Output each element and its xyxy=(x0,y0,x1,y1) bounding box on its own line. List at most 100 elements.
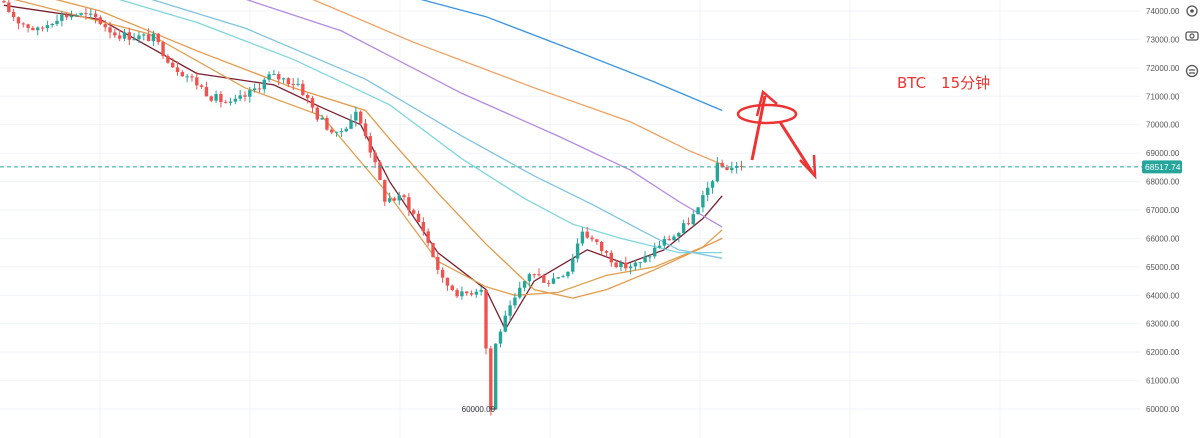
candle-body xyxy=(190,76,194,78)
candle-body xyxy=(358,111,363,124)
down-arrow xyxy=(778,121,814,173)
candle-body xyxy=(522,281,527,288)
candle-body xyxy=(11,11,16,18)
candle-body xyxy=(219,94,223,103)
candle-body xyxy=(648,256,652,258)
candle-body xyxy=(132,39,136,41)
candle-body xyxy=(243,95,247,97)
candle-body xyxy=(595,239,599,242)
candle-body xyxy=(720,163,724,168)
annotations: BTC 15分钟 xyxy=(736,74,990,180)
candle-body xyxy=(484,289,488,349)
candle-body xyxy=(638,262,642,264)
candle-body xyxy=(204,86,209,97)
candle-body xyxy=(248,90,252,97)
candle-body xyxy=(98,17,103,25)
candle-body xyxy=(31,27,35,31)
candle-body xyxy=(416,213,421,223)
moving-average-line xyxy=(420,0,723,112)
candle-body xyxy=(344,128,348,132)
y-tick-label: 72000.00 xyxy=(1146,64,1180,73)
candle-body xyxy=(301,83,305,95)
candle-body xyxy=(580,231,585,244)
candle-body xyxy=(407,197,411,211)
candle-body xyxy=(272,74,276,76)
candle-body xyxy=(450,285,454,291)
candle-body xyxy=(315,107,319,120)
candle-body xyxy=(532,274,536,276)
candle-body xyxy=(402,195,406,198)
candle-body xyxy=(590,237,594,240)
candle-body xyxy=(715,163,720,182)
candle-body xyxy=(21,23,25,25)
current-price-value: 68517.74 xyxy=(1145,162,1181,172)
candle-body xyxy=(64,14,69,18)
candle-body xyxy=(291,84,295,86)
candle-body xyxy=(585,231,589,238)
moving-average-line xyxy=(118,0,723,254)
candle-body xyxy=(199,85,204,87)
candle-body xyxy=(383,179,387,202)
candle-body xyxy=(320,118,324,120)
settings-icon[interactable] xyxy=(1186,5,1198,17)
candle-body xyxy=(489,348,493,410)
candle-body xyxy=(55,20,59,25)
compare-icon[interactable] xyxy=(1185,64,1199,78)
candle-body xyxy=(233,98,238,102)
candle-body xyxy=(354,111,358,121)
candle-body xyxy=(561,276,565,278)
candle-body xyxy=(228,101,233,103)
candle-body xyxy=(493,343,498,410)
candle-body xyxy=(392,198,397,201)
candle-body xyxy=(69,15,74,18)
candle-body xyxy=(368,136,373,153)
candle-body xyxy=(180,72,185,77)
candle-body xyxy=(325,118,329,130)
candle-body xyxy=(691,214,695,225)
candle-body xyxy=(551,278,556,284)
candle-body xyxy=(60,14,64,21)
candle-body xyxy=(653,247,657,257)
y-tick-label: 67000.00 xyxy=(1146,206,1180,215)
candle-body xyxy=(681,223,686,234)
annotation-label: BTC 15分钟 xyxy=(897,74,990,92)
candle-body xyxy=(440,269,445,278)
moving-averages xyxy=(3,0,723,331)
candle-body xyxy=(518,287,522,298)
candle-body xyxy=(257,88,262,90)
candle-body xyxy=(657,245,662,248)
candle-body xyxy=(474,291,479,295)
candle-body xyxy=(334,131,339,133)
candle-body xyxy=(209,96,213,101)
moving-average-line xyxy=(13,0,723,296)
candle-body xyxy=(79,13,83,15)
y-tick-label: 74000.00 xyxy=(1146,7,1180,16)
candle-body xyxy=(108,27,112,33)
y-tick-label: 64000.00 xyxy=(1146,291,1180,300)
candle-body xyxy=(146,34,151,42)
candle-body xyxy=(686,223,691,225)
candle-body xyxy=(142,34,146,36)
up-arrow xyxy=(750,95,767,161)
candle-body xyxy=(224,102,228,104)
candle-body xyxy=(421,222,426,232)
candle-body xyxy=(571,258,575,272)
camera-icon[interactable] xyxy=(1185,31,1199,41)
candle-body xyxy=(2,1,6,3)
candle-body xyxy=(556,277,560,279)
candle-body xyxy=(214,94,218,101)
candle-body xyxy=(696,207,700,215)
candle-body xyxy=(286,78,291,85)
resistance-ellipse xyxy=(736,103,798,125)
candle-body xyxy=(378,162,382,180)
candle-body xyxy=(238,95,242,99)
candle-body xyxy=(339,131,344,133)
candle-body xyxy=(166,56,170,63)
candle-body xyxy=(667,239,671,241)
candle-body xyxy=(725,167,729,171)
candle-body xyxy=(161,42,165,57)
candle-body xyxy=(701,195,705,208)
candle-body xyxy=(127,32,132,40)
